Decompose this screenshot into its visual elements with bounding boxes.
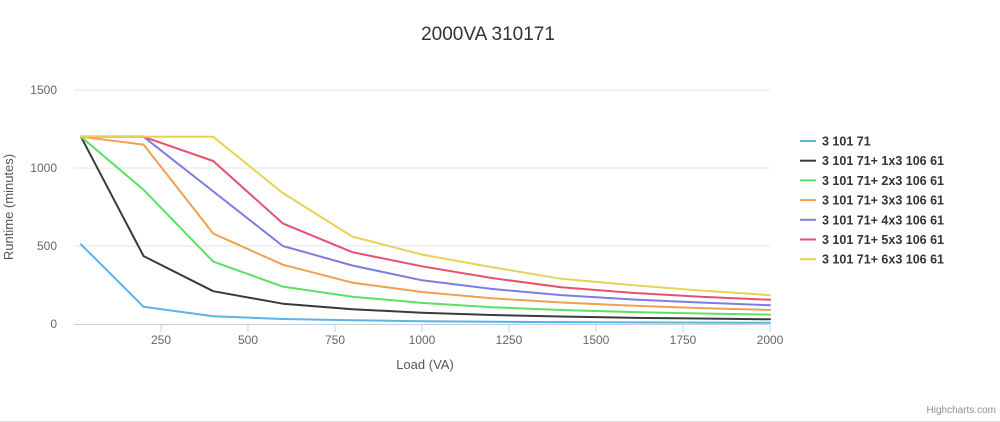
series-line-3[interactable] (80, 135, 771, 316)
x-tick-label: 1500 (583, 333, 610, 347)
x-tick-label: 2000 (757, 333, 784, 347)
legend-label: 3 101 71+ 4x3 106 61 (822, 213, 944, 227)
series-line-2[interactable] (80, 135, 771, 321)
x-tick-label: 1750 (670, 333, 697, 347)
series-line-7[interactable] (80, 135, 771, 297)
y-tick-label: 500 (37, 239, 57, 253)
legend-item-4[interactable]: 3 101 71+ 3x3 106 61 (800, 194, 944, 208)
legend-label: 3 101 71+ 3x3 106 61 (822, 194, 944, 208)
x-tick-label: 500 (238, 333, 258, 347)
y-tick-label: 1500 (30, 83, 57, 97)
axes: 0 500 1000 1500 250 500 750 1000 1250 1500 1750 200… (30, 83, 783, 347)
legend-label: 3 101 71+ 5x3 106 61 (822, 233, 944, 247)
credits-link[interactable]: Highcharts.com (926, 405, 996, 416)
y-axis-title: Runtime (minutes) (1, 154, 16, 260)
x-tick-label: 250 (151, 333, 171, 347)
x-tick-label: 1250 (496, 333, 523, 347)
y-tick-label: 0 (50, 317, 57, 331)
x-tick-label: 1000 (409, 333, 436, 347)
legend: 3 101 71 3 101 71+ 1x3 106 61 3 101 71+ 2x… (800, 135, 944, 267)
series-line-4[interactable] (80, 135, 771, 311)
x-axis-title: Load (VA) (396, 357, 454, 372)
legend-label: 3 101 71 (822, 135, 871, 149)
legend-item-3[interactable]: 3 101 71+ 2x3 106 61 (800, 174, 944, 188)
legend-label: 3 101 71+ 1x3 106 61 (822, 154, 944, 168)
series-line-1[interactable] (80, 243, 771, 324)
legend-item-5[interactable]: 3 101 71+ 4x3 106 61 (800, 213, 944, 227)
legend-item-1[interactable]: 3 101 71 (800, 135, 871, 149)
grid-lines (74, 89, 770, 247)
chart-title: 2000VA 310171 (421, 24, 555, 45)
y-tick-label: 1000 (30, 161, 57, 175)
x-tick-label: 750 (325, 333, 345, 347)
series-layer (80, 135, 771, 324)
legend-item-7[interactable]: 3 101 71+ 6x3 106 61 (800, 253, 944, 267)
legend-label: 3 101 71+ 6x3 106 61 (822, 253, 944, 267)
series-line-6[interactable] (80, 135, 771, 301)
legend-label: 3 101 71+ 2x3 106 61 (822, 174, 944, 188)
series-line-5[interactable] (80, 135, 771, 307)
legend-item-2[interactable]: 3 101 71+ 1x3 106 61 (800, 154, 944, 168)
legend-item-6[interactable]: 3 101 71+ 5x3 106 61 (800, 233, 944, 247)
